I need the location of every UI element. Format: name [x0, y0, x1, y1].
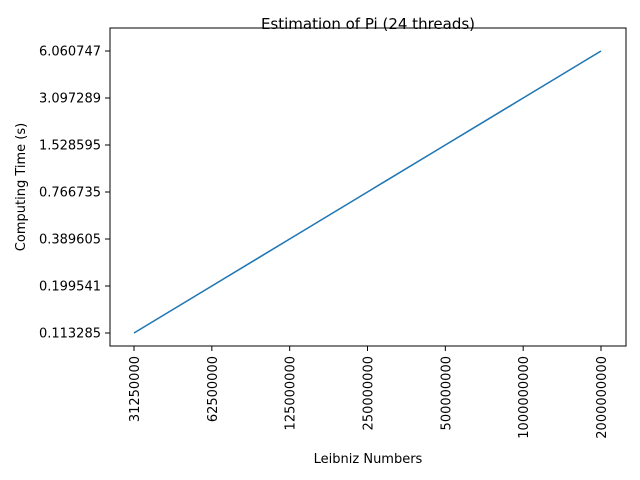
- x-axis-label: Leibniz Numbers: [314, 452, 423, 467]
- x-tick-label: 1000000000: [517, 356, 532, 439]
- x-tick-label: 2000000000: [595, 356, 610, 439]
- x-tick-label: 250000000: [362, 356, 377, 430]
- y-tick-label: 6.060747: [39, 45, 101, 60]
- y-tick-label: 3.097289: [39, 92, 101, 107]
- y-axis: 0.113285 0.199541 0.389605 0.766735 1.528595…: [39, 45, 110, 342]
- x-tick-label: 500000000: [439, 356, 454, 430]
- y-tick-label: 0.199541: [39, 280, 101, 295]
- x-tick-label: 125000000: [284, 356, 299, 430]
- x-tick-label: 62500000: [206, 356, 221, 422]
- y-axis-label: Computing Time (s): [14, 123, 29, 251]
- y-tick-label: 0.113285: [39, 327, 101, 342]
- plot-area: [109, 27, 627, 347]
- chart-title: Estimation of Pi (24 threads): [261, 15, 475, 33]
- y-tick-label: 0.389605: [39, 233, 101, 248]
- series-line: [133, 50, 602, 334]
- y-tick-label: 1.528595: [39, 139, 101, 154]
- y-tick-label: 0.766735: [39, 186, 101, 201]
- x-axis: 31250000 62500000 125000000 250000000 500000…: [128, 346, 610, 439]
- x-tick-label: 31250000: [128, 356, 143, 422]
- series-layer: [133, 50, 602, 334]
